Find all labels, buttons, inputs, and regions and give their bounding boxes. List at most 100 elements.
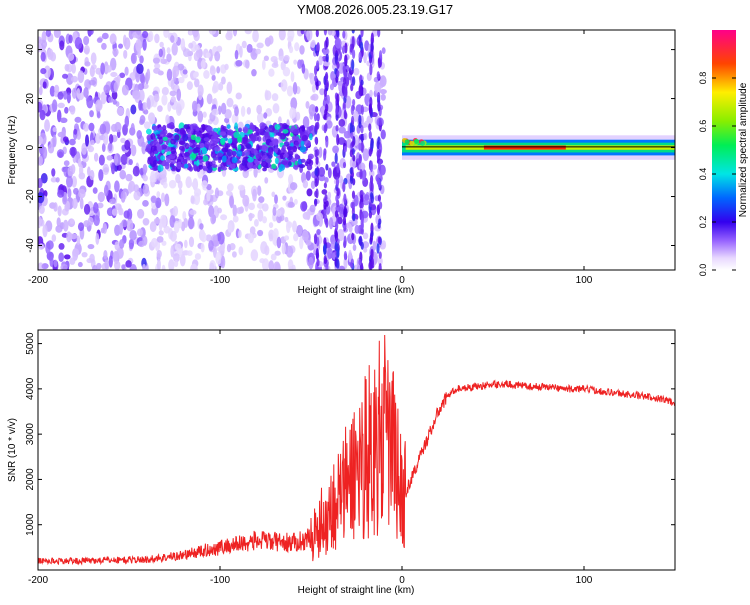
- spectrogram-cell: [218, 81, 224, 91]
- spectrogram-cell: [322, 60, 331, 67]
- spectrogram-cell: [173, 220, 180, 234]
- spectrogram-cell: [281, 243, 286, 255]
- spectrogram-cell: [242, 169, 249, 179]
- spectrogram-cell: [225, 32, 233, 41]
- spectrogram-cell: [207, 161, 213, 167]
- spectrogram-cell: [369, 169, 375, 178]
- spectrogram-cell: [188, 236, 195, 248]
- spectrogram-cell: [300, 158, 306, 163]
- spectrogram-cell: [109, 198, 116, 205]
- spectrogram-cell: [318, 166, 326, 177]
- spectrogram-cell: [186, 129, 194, 135]
- spectrogram-cell: [77, 158, 82, 168]
- spectrogram-cell: [358, 142, 362, 151]
- spectrogram-line-band: [402, 135, 675, 160]
- spectrogram-cell: [97, 191, 105, 203]
- spectrogram-cell: [343, 130, 352, 139]
- spectrogram-cell: [211, 164, 218, 168]
- spectrogram-cell: [335, 177, 340, 188]
- spectrogram-cell: [196, 155, 203, 160]
- spectrogram-cell: [370, 230, 374, 238]
- spectrogram-cell: [271, 163, 277, 169]
- spectrogram-cell: [353, 194, 359, 207]
- spectrogram-cell: [224, 63, 229, 70]
- spectrogram-cell: [67, 52, 75, 61]
- spectrogram-cell: [358, 259, 362, 266]
- spectrogram-cell: [203, 70, 210, 79]
- spectrogram-cell: [276, 209, 282, 217]
- spectrogram-cell: [157, 105, 163, 112]
- spectrogram-cell: [372, 240, 377, 251]
- spectrogram-cell: [235, 92, 242, 100]
- spectrogram-cell: [206, 126, 213, 132]
- spectrogram-cell: [334, 52, 338, 65]
- spectrogram-cell: [351, 190, 356, 200]
- spectrogram-cell: [191, 153, 197, 159]
- spectrogram-cell: [51, 168, 56, 177]
- spectrogram-cell: [166, 47, 171, 54]
- spectrogram-cell: [148, 112, 156, 125]
- spectrogram-cell: [220, 137, 226, 145]
- spectrogram-cell: [217, 105, 222, 115]
- spectrogram-cell: [316, 114, 320, 122]
- spectrogram-cell: [237, 127, 243, 133]
- spectrogram-frame: [37, 29, 676, 271]
- spectrogram-cell: [363, 51, 367, 64]
- spectrogram-cell: [352, 49, 356, 60]
- spectrogram-cell: [289, 182, 298, 191]
- spectrogram-cell: [156, 258, 161, 270]
- spectrogram-cell: [166, 68, 173, 81]
- spectrogram-cell: [201, 180, 208, 189]
- spectrogram-cell: [148, 31, 154, 42]
- spectrogram-cell: [69, 218, 75, 225]
- spectrogram-cell: [360, 201, 364, 209]
- spectrogram-cell: [186, 81, 193, 91]
- spectrogram-cell: [220, 102, 227, 115]
- spectrogram-cell: [376, 150, 380, 158]
- spectrogram-cell: [62, 219, 69, 232]
- spectrogram-cell: [89, 253, 95, 263]
- spectrogram-cell: [192, 147, 199, 154]
- snr-xtick-label: -200: [28, 575, 48, 586]
- spectrogram-cell: [103, 132, 109, 146]
- snr-frame: [37, 329, 676, 571]
- spectrogram-cell: [226, 97, 234, 108]
- spectrogram-cell: [153, 67, 161, 74]
- spectrogram-cell: [83, 87, 89, 98]
- spectrogram-cell: [112, 99, 117, 105]
- spectrogram-cell: [159, 41, 164, 48]
- spectrogram-cell: [378, 218, 382, 225]
- spectrogram-cell: [294, 42, 300, 52]
- spectrogram-cell: [124, 66, 129, 76]
- spec-xtick-label: 100: [576, 275, 593, 286]
- spectrogram-cell: [69, 257, 76, 265]
- spectrogram-cell: [169, 90, 177, 97]
- spectrogram-cell: [103, 250, 108, 260]
- spectrogram-cell: [338, 203, 345, 215]
- spectrogram-cell: [359, 235, 363, 247]
- spectrogram-cell: [111, 208, 118, 216]
- spectrogram-cell: [256, 144, 260, 151]
- spectrogram-cell: [253, 166, 258, 178]
- spectrogram-cell: [301, 63, 306, 74]
- spectrogram-cell: [121, 219, 128, 228]
- spectrogram-cell: [88, 79, 97, 86]
- spectrogram-cell: [325, 103, 329, 113]
- spectrogram-cell: [151, 125, 158, 131]
- spectrogram-cell: [65, 175, 73, 188]
- spec-xtick-label: 0: [399, 275, 405, 286]
- spectrogram-cell: [99, 123, 107, 135]
- spectrogram-cell: [248, 213, 255, 219]
- spectrogram-cell: [379, 88, 387, 95]
- spectrogram-cell: [308, 72, 313, 80]
- spectrogram-cell: [336, 133, 340, 146]
- spectrogram-cell: [108, 142, 113, 152]
- spectrogram-cell: [220, 214, 228, 221]
- spectrogram-cell: [191, 181, 198, 188]
- spectrogram-cell: [39, 109, 46, 121]
- spectrogram-cell: [214, 146, 221, 152]
- colorbar-tick-label: 0.0: [698, 264, 708, 277]
- spectrogram-cell: [268, 68, 275, 77]
- spectrogram-cell: [60, 264, 68, 270]
- spectrogram-cell: [161, 264, 166, 270]
